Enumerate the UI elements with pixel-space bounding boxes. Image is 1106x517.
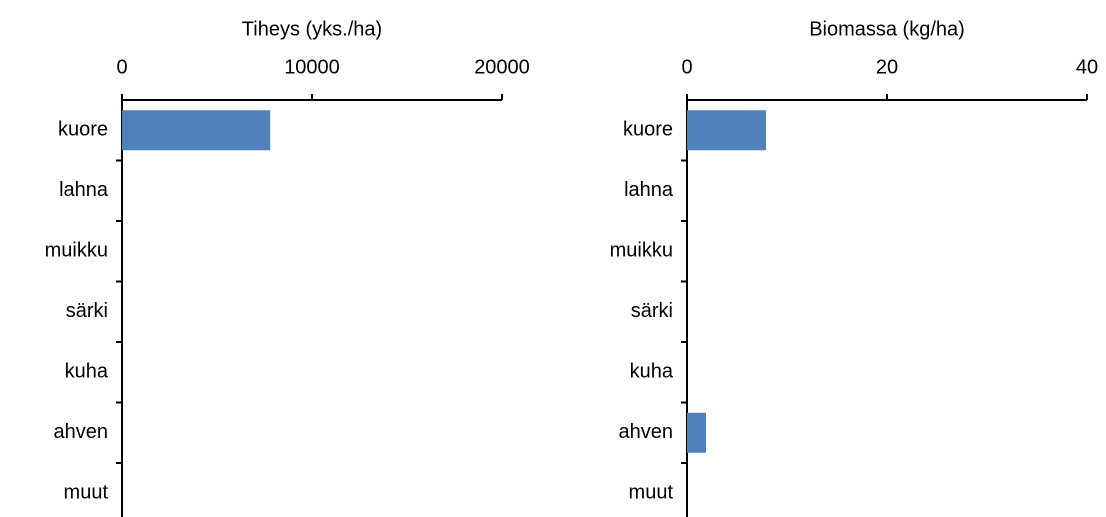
x-tick-label: 20 [876,56,898,78]
y-tick-label: muikku [45,240,108,262]
y-tick-label: muikku [610,240,673,262]
y-tick-label: ahven [619,421,674,443]
x-tick-label: 10000 [284,56,340,78]
y-tick-label: särki [66,300,108,322]
x-tick-label: 40 [1076,56,1098,78]
y-tick-label: kuha [65,361,109,383]
axis-title: Tiheys (yks./ha) [242,18,382,40]
y-tick-label: kuore [58,119,108,141]
bar [687,110,766,151]
y-tick-label: ahven [54,421,109,443]
y-tick-label: särki [631,300,673,322]
axis-title: Biomassa (kg/ha) [809,18,965,40]
x-tick-label: 0 [116,56,127,78]
y-tick-label: muut [629,482,674,504]
y-tick-label: muut [64,482,109,504]
x-tick-label: 20000 [474,56,530,78]
y-tick-label: lahna [624,179,674,201]
bar [122,110,271,151]
bar [687,412,706,453]
x-tick-label: 0 [681,56,692,78]
y-tick-label: kuha [630,361,674,383]
y-tick-label: kuore [623,119,673,141]
y-tick-label: lahna [59,179,109,201]
